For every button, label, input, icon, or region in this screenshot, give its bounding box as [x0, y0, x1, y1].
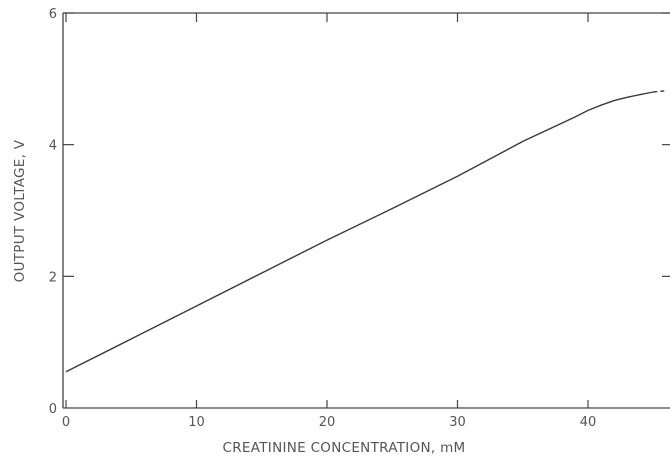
y-ticks: 0 2 4 6	[49, 7, 670, 417]
y-tick-label: 0	[49, 402, 57, 417]
x-tick-label: 0	[62, 415, 70, 430]
x-tick-label: 30	[449, 415, 466, 430]
series-line	[65, 91, 654, 373]
y-tick-label: 6	[49, 7, 57, 22]
series-line-tail	[653, 90, 667, 93]
x-tick-label: 10	[188, 415, 205, 430]
y-axis-title: OUTPUT VOLTAGE, V	[12, 139, 28, 282]
x-tick-label: 40	[580, 415, 597, 430]
y-tick-label: 2	[49, 270, 57, 285]
y-tick-label: 4	[49, 139, 57, 154]
x-tick-label: 20	[319, 415, 336, 430]
x-axis-title: CREATININE CONCENTRATION, mM	[223, 440, 466, 456]
series-layer	[65, 90, 667, 373]
x-ticks: 0 10 20 30 40	[62, 13, 596, 430]
